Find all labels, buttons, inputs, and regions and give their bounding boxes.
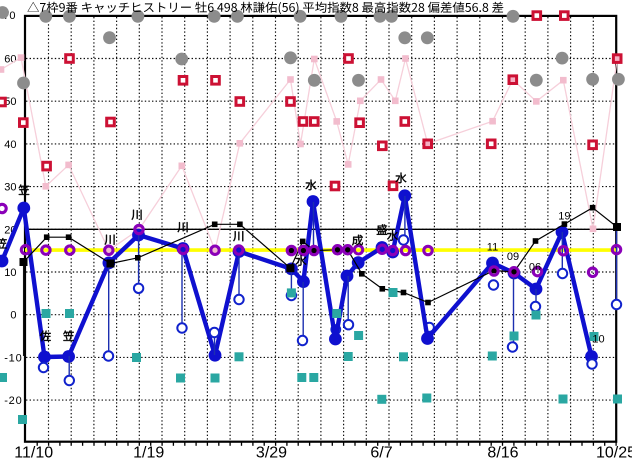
svg-text:-20: -20: [4, 395, 22, 407]
svg-text:06: 06: [529, 262, 541, 274]
svg-text:0: 0: [10, 310, 16, 322]
svg-text:40: 40: [4, 139, 16, 151]
svg-text:11: 11: [487, 242, 498, 254]
svg-text:3/29: 3/29: [256, 444, 287, 460]
svg-text:1/19: 1/19: [133, 444, 164, 460]
svg-text:10/25: 10/25: [596, 444, 632, 460]
svg-text:19: 19: [558, 210, 570, 222]
svg-text:09: 09: [507, 251, 519, 263]
svg-text:11/10: 11/10: [14, 444, 53, 460]
svg-text:50: 50: [4, 96, 16, 108]
svg-text:-10: -10: [4, 352, 22, 364]
svg-text:8/16: 8/16: [487, 444, 518, 460]
svg-text:6/7: 6/7: [370, 444, 392, 460]
svg-text:10: 10: [592, 334, 604, 346]
svg-text:30: 30: [4, 182, 16, 194]
svg-text:10: 10: [4, 267, 16, 279]
